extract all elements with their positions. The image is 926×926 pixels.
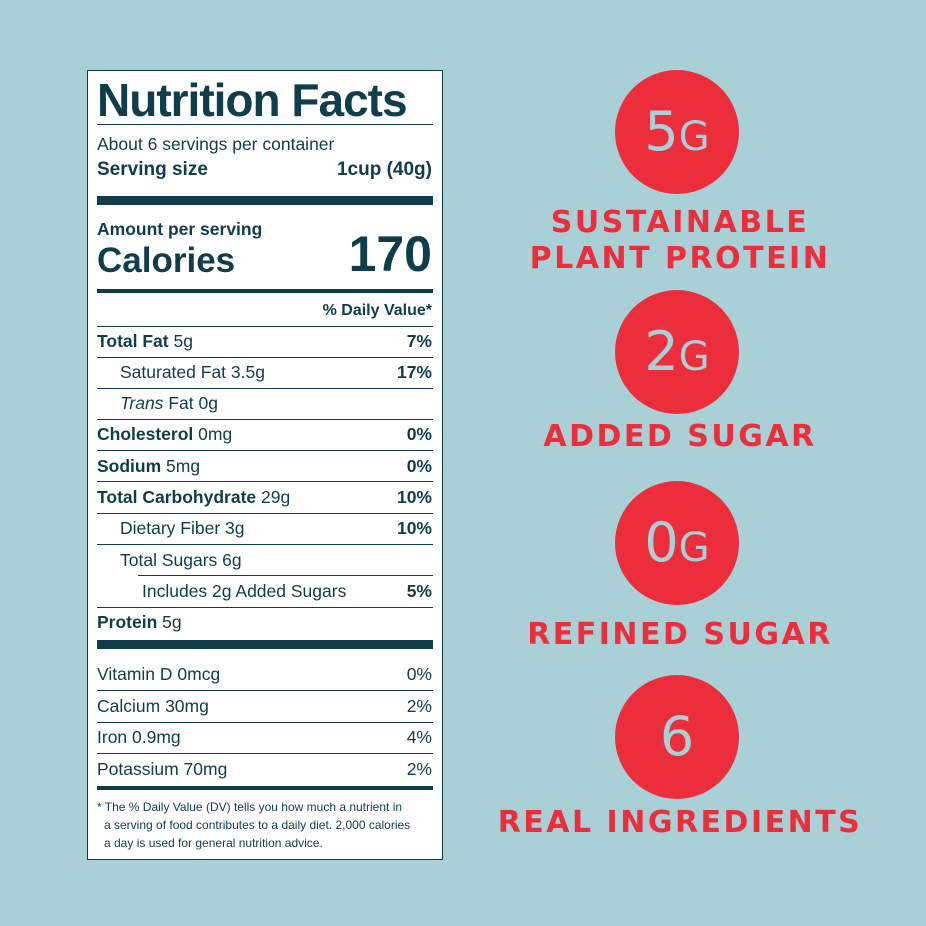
vitamin-dv: 2%	[406, 759, 432, 779]
serving-size-label: Serving size	[97, 159, 208, 180]
divider	[97, 450, 433, 451]
added-sugar-badge: 2G	[615, 290, 739, 414]
servings-per-container: About 6 servings per container	[97, 134, 335, 154]
divider	[97, 690, 433, 691]
nutrient-dv: 5%	[406, 581, 432, 601]
divider-thick	[97, 196, 433, 205]
protein-caption: SUSTAINABLE PLANT PROTEIN	[529, 205, 831, 276]
nutrient-name: Protein 5g	[97, 612, 182, 632]
divider	[97, 607, 433, 608]
nutrient-name: Includes 2g Added Sugars	[142, 581, 347, 601]
refined-sugar-badge: 0G	[615, 481, 739, 605]
ingredients-caption: REAL INGREDIENTS	[497, 805, 863, 840]
divider	[97, 357, 433, 358]
ingredients-badge: 6	[615, 675, 739, 799]
serving-size-value: 1cup (40g)	[336, 159, 432, 180]
nutrient-name: Saturated Fat 3.5g	[120, 362, 265, 382]
divider-thick	[97, 640, 433, 649]
divider	[97, 544, 433, 545]
divider-mid	[97, 786, 433, 790]
nutrient-name: Total Sugars 6g	[120, 550, 242, 570]
calories-value: 170	[348, 226, 432, 282]
divider	[97, 419, 433, 420]
calories-label: Calories	[97, 241, 236, 280]
label-title: Nutrition Facts	[97, 74, 408, 126]
divider	[97, 388, 433, 389]
added-sugar-caption: ADDED SUGAR	[543, 419, 817, 454]
vitamin-name: Iron 0.9mg	[97, 727, 181, 747]
nutrient-dv: 0%	[406, 424, 432, 444]
protein-badge: 5G	[615, 70, 739, 194]
nutrient-dv: 10%	[396, 518, 432, 538]
amount-per-serving: Amount per serving	[97, 219, 263, 239]
divider	[97, 753, 433, 754]
vitamin-name: Potassium 70mg	[97, 759, 228, 779]
divider	[97, 481, 433, 482]
nutrient-name: Dietary Fiber 3g	[120, 518, 245, 538]
divider	[97, 124, 433, 125]
nutrient-name: Total Fat 5g	[97, 331, 193, 351]
divider	[97, 326, 433, 327]
refined-sugar-caption: REFINED SUGAR	[527, 617, 833, 652]
nutrient-name: Cholesterol 0mg	[97, 424, 233, 444]
divider	[97, 513, 433, 514]
nutrient-name: Total Carbohydrate 29g	[97, 487, 291, 507]
nutrient-name: Trans Fat 0g	[120, 393, 218, 413]
divider-mid	[97, 289, 433, 293]
daily-value-header: % Daily Value*	[322, 302, 432, 319]
nutrient-name: Sodium 5mg	[97, 456, 201, 476]
nutrient-dv: 10%	[396, 487, 432, 507]
vitamin-name: Calcium 30mg	[97, 696, 209, 716]
nutrition-facts-label: Nutrition Facts About 6 servings per con…	[87, 70, 443, 860]
footnote: * The % Daily Value (DV) tells you how m…	[97, 800, 411, 850]
vitamin-dv: 2%	[406, 696, 432, 716]
divider	[138, 575, 433, 576]
nutrient-dv: 0%	[406, 456, 432, 476]
divider	[97, 722, 433, 723]
vitamin-dv: 4%	[406, 727, 432, 747]
nutrient-dv: 17%	[396, 362, 432, 382]
vitamin-dv: 0%	[406, 664, 432, 684]
vitamin-name: Vitamin D 0mcg	[97, 664, 221, 684]
nutrient-dv: 7%	[406, 331, 432, 351]
